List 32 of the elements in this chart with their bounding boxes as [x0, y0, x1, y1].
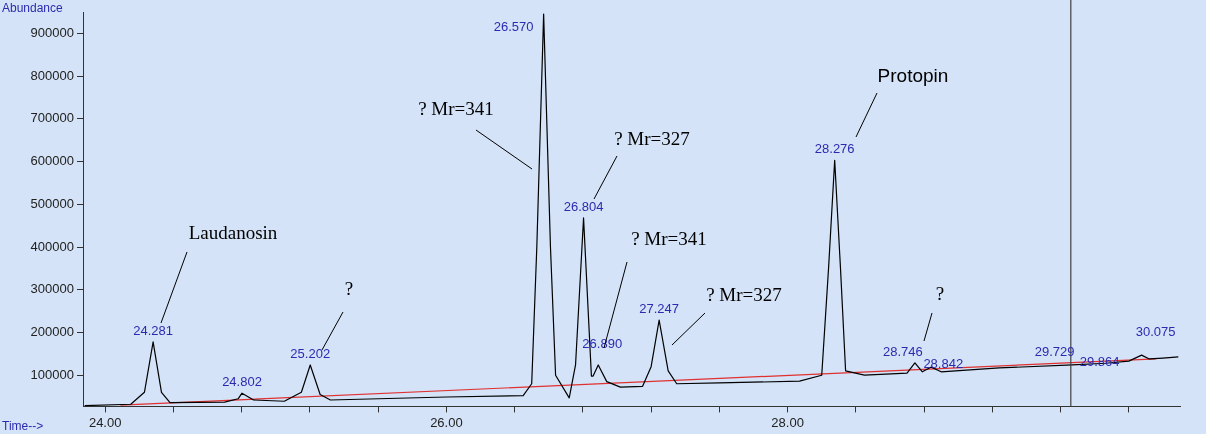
annotation: ? Mr=341 [418, 97, 494, 119]
y-tick-label: 800000 [30, 67, 74, 83]
annotation: ? [344, 277, 354, 299]
x-axis-title: Time--> [2, 419, 44, 434]
x-tick-label: 24.00 [88, 414, 122, 430]
y-tick-label: 100000 [30, 366, 74, 382]
y-tick-label: 900000 [30, 24, 74, 40]
annotation: 25.202 [290, 346, 331, 362]
y-tick-label: 400000 [30, 238, 74, 254]
y-tick-label: 700000 [30, 110, 74, 126]
y-tick-label: 500000 [30, 195, 74, 211]
annotation: Protopin [877, 65, 949, 87]
annotation: 26.570 [493, 19, 534, 35]
annotation: 28.842 [923, 356, 964, 372]
annotation: 24.802 [222, 374, 262, 390]
annotation: ? Mr=327 [614, 127, 690, 149]
y-axis-title: Abundance [2, 1, 64, 16]
y-tick-label: 200000 [30, 324, 74, 340]
annotation: 28.276 [814, 141, 855, 157]
y-tick-label: 300000 [30, 281, 74, 297]
annotation: ? Mr=327 [706, 283, 782, 305]
annotation: 27.247 [639, 301, 680, 317]
annotation: 28.746 [882, 343, 923, 359]
annotation: 26.804 [563, 199, 604, 215]
annotation: ? [935, 282, 945, 304]
y-tick-label: 600000 [30, 153, 74, 169]
annotation: ? Mr=341 [631, 227, 707, 249]
x-tick-label: 28.00 [771, 414, 804, 430]
x-tick-label: 26.00 [430, 414, 463, 430]
annotation: 24.281 [133, 322, 173, 338]
annotation: Laudanosin [188, 221, 278, 243]
annotation: 30.075 [1135, 324, 1176, 340]
